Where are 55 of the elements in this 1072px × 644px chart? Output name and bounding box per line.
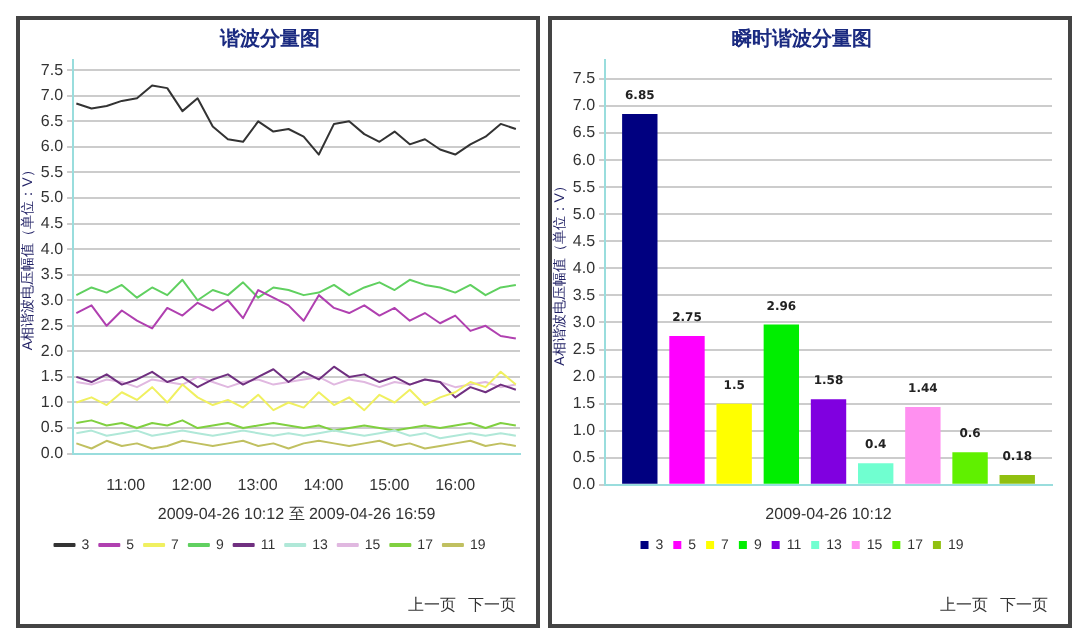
x-axis-title: 2009-04-26 10:12 至 2009-04-26 16:59	[157, 504, 437, 523]
y-tick-label: 7.5	[40, 60, 65, 79]
x-axis-title: 2009-04-26 10:12	[765, 504, 893, 523]
y-tick-label: 2.0	[572, 366, 597, 385]
x-tick-label: 16:00	[435, 475, 477, 494]
y-tick-label: 4.5	[40, 213, 65, 232]
y-tick-label: 7.5	[572, 69, 597, 88]
y-tick-label: 3.5	[572, 285, 597, 304]
y-tick-label: 3.0	[40, 290, 65, 309]
x-tick-label: 15:00	[369, 475, 411, 494]
y-tick-label: 0.0	[40, 444, 65, 463]
y-tick-label: 3.5	[40, 265, 65, 284]
bar	[905, 406, 941, 484]
y-tick-label: 0.5	[40, 418, 65, 437]
text: 下一页	[1000, 596, 1048, 614]
x-tick-label: 13:00	[237, 475, 279, 494]
bar	[858, 463, 894, 484]
text: 下一页	[468, 596, 516, 614]
y-tick-label: 6.5	[40, 111, 65, 130]
y-tick-label: 2.5	[40, 316, 65, 335]
chart-title: 谐波分量图	[218, 27, 320, 52]
y-tick-label: 2.5	[572, 339, 597, 358]
y-tick-label: 0.5	[572, 448, 597, 467]
bar	[810, 399, 847, 484]
y-tick-label: 4.0	[572, 258, 597, 277]
bar	[669, 335, 705, 484]
y-tick-label: 4.0	[40, 239, 65, 258]
y-tick-label: 3.0	[572, 312, 597, 331]
bar	[763, 324, 800, 484]
x-tick-label: 12:00	[171, 475, 213, 494]
bar	[952, 452, 988, 484]
y-tick-label: 1.5	[40, 367, 65, 386]
y-tick-label: 2.0	[40, 341, 65, 360]
y-tick-label: 5.0	[572, 204, 597, 223]
x-tick-label: 14:00	[303, 475, 345, 494]
x-tick-label: 11:00	[106, 475, 147, 494]
bar	[999, 475, 1035, 484]
y-tick-label: 4.5	[572, 231, 597, 250]
y-tick-label: 7.0	[572, 96, 597, 115]
y-tick-label: 1.5	[572, 394, 597, 413]
chart-title: 瞬时谐波分量图	[732, 27, 872, 52]
bar	[716, 403, 752, 484]
y-tick-label: 7.0	[40, 86, 65, 105]
y-tick-label: 5.5	[572, 177, 597, 196]
y-tick-label: 1.0	[40, 392, 65, 411]
y-tick-label: 5.0	[40, 188, 65, 207]
y-tick-label: 6.5	[572, 123, 597, 142]
text: 上一页	[408, 596, 456, 614]
y-tick-label: 6.0	[572, 150, 597, 169]
y-tick-label: 6.0	[40, 137, 65, 156]
y-tick-label: 1.0	[572, 421, 597, 440]
y-tick-label: 0.0	[572, 475, 597, 494]
y-tick-label: 5.5	[40, 162, 65, 181]
bar	[622, 114, 658, 484]
text: 上一页	[940, 596, 988, 614]
